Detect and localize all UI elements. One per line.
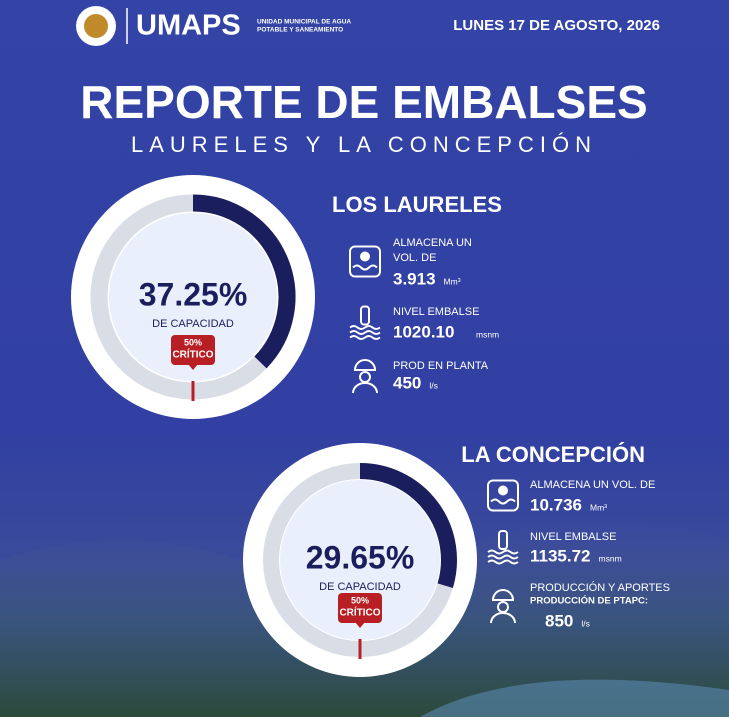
icon-wave [487,549,519,555]
icon [487,530,519,565]
item-unit: l/s [429,380,438,390]
critical-label: 50% [184,337,202,347]
item-value: 450 [393,373,421,392]
icon-wave [487,554,519,560]
item-unit: Mm³ [444,276,461,286]
icon-helmet [353,359,377,371]
icon [490,589,516,624]
icon [352,359,378,394]
item-value: 850 [545,611,573,630]
brand-sub: UNIDAD MUNICIPAL DE AGUA [257,19,351,26]
brand-sub: POTABLE Y SANEAMIENTO [257,27,343,34]
icon-drop [360,251,370,262]
gauge-arc [359,463,457,588]
item-value: 1135.72 [530,546,591,565]
icon-wave [349,330,381,335]
critical-badge [171,335,215,365]
icon-body [490,612,516,624]
icon-body [352,382,378,394]
icon-wave [490,498,516,505]
gauge-inner [109,213,277,381]
brand: UMAPS [136,10,241,42]
gauge-arc [192,194,296,369]
date: LUNES 17 DE AGOSTO, 2026 [453,17,660,34]
item-label: VOL. DE [393,252,436,264]
icon-drop [498,485,508,496]
icon-helmet [491,589,515,601]
item-unit: msnm [476,329,499,339]
item-label: PROD EN PLANTA [393,360,489,372]
caption: DE CAPACIDAD [152,318,234,330]
percent: 29.65% [306,539,415,575]
icon [487,479,519,512]
item-label: PRODUCCIÓN Y APORTES [530,581,670,594]
icon-gauge [360,305,370,326]
critical-badge [338,593,382,623]
caption: DE CAPACIDAD [319,581,401,593]
subtitle: LAURELES Y LA CONCEPCIÓN [131,132,597,157]
percent: 37.25% [139,276,248,312]
icon-wave [487,559,519,565]
critical-pointer [355,622,365,628]
item-label: ALMACENA UN VOL. DE [530,479,655,491]
item-value: 3.913 [393,269,436,288]
logo-emblem [84,14,108,38]
icon-wave [349,335,381,340]
item-label: ALMACENA UN [393,237,472,249]
water [420,679,729,717]
icon [349,305,381,340]
item-value: 1020.10 [393,322,454,341]
critical-label: 50% [351,595,369,605]
title: REPORTE DE EMBALSES [80,76,647,128]
critical-text: CRÍTICO [172,348,213,361]
item-label: NIVEL EMBALSE [530,531,616,543]
item-label: NIVEL EMBALSE [393,306,479,318]
item-label: PRODUCCIÓN DE PTAPC: [530,595,648,607]
item-value: 10.736 [530,495,582,514]
icon-wave [349,325,381,330]
icon-box [349,245,381,278]
icon-wave [352,264,378,271]
icon [349,245,381,278]
critical-pointer [188,364,198,370]
item-unit: msnm [599,553,622,563]
item-unit: l/s [581,618,590,628]
critical-text: CRÍTICO [339,606,380,619]
reservoir-name: LA CONCEPCIÓN [461,442,645,467]
icon-gauge [498,530,508,550]
icon-box [487,479,519,512]
reservoir-name: LOS LAURELES [332,192,502,217]
gauge-inner [280,480,440,640]
item-unit: Mm³ [590,502,607,512]
